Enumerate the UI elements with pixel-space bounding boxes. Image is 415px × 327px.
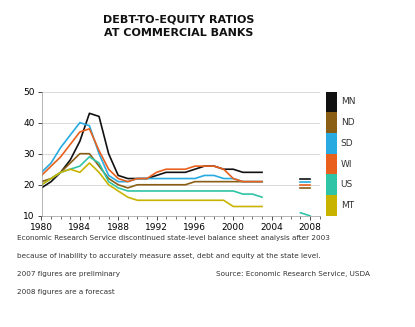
Text: ND: ND: [341, 118, 354, 127]
Text: SD: SD: [341, 139, 353, 148]
Text: 2008 figures are a forecast: 2008 figures are a forecast: [17, 289, 115, 295]
Text: DEBT-TO-EQUITY RATIOS: DEBT-TO-EQUITY RATIOS: [103, 15, 254, 25]
Text: because of inability to accurately measure asset, debt and equity at the state l: because of inability to accurately measu…: [17, 253, 320, 259]
Text: US: US: [341, 180, 353, 189]
Text: 2007 figures are preliminary: 2007 figures are preliminary: [17, 271, 120, 277]
Text: AT COMMERCIAL BANKS: AT COMMERCIAL BANKS: [104, 28, 253, 38]
Text: Economic Research Service discontinued state-level balance sheet analysis after : Economic Research Service discontinued s…: [17, 235, 330, 241]
Text: MN: MN: [341, 97, 355, 106]
Text: Source: Economic Research Service, USDA: Source: Economic Research Service, USDA: [216, 271, 370, 277]
Text: MT: MT: [341, 201, 354, 210]
Text: WI: WI: [341, 160, 352, 168]
